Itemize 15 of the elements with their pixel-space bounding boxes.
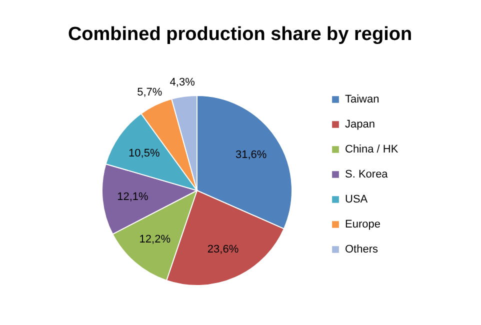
- legend-label: Taiwan: [345, 94, 380, 106]
- data-label: 12,1%: [117, 190, 149, 203]
- legend-label: Europe: [345, 218, 380, 230]
- data-label: 12,2%: [139, 233, 171, 246]
- data-label: 23,6%: [207, 244, 239, 256]
- legend-label: China / HK: [345, 144, 399, 156]
- data-label: 10,5%: [128, 147, 160, 160]
- data-label: 4,3%: [170, 76, 196, 88]
- data-label: 31,6%: [236, 149, 267, 162]
- legend-label: S. Korea: [345, 168, 389, 180]
- data-label: 5,7%: [137, 86, 162, 98]
- chart-title: Combined production share by region: [68, 24, 412, 45]
- legend-label: Others: [345, 244, 379, 256]
- legend-label: Japan: [345, 118, 375, 130]
- legend-label: USA: [345, 194, 368, 206]
